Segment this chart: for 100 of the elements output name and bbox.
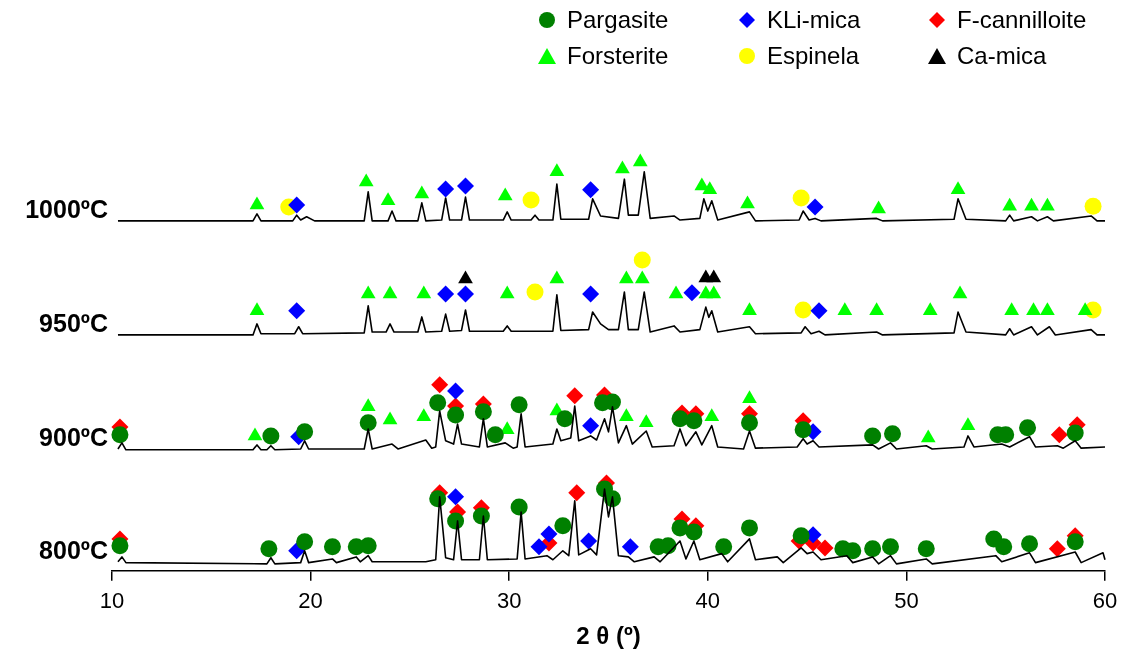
point	[1066, 424, 1084, 442]
point	[359, 537, 377, 555]
point	[323, 538, 341, 556]
series-label: 800ºC	[39, 535, 108, 564]
x-tick-label: 40	[695, 588, 721, 614]
point	[1077, 302, 1093, 316]
point	[742, 390, 757, 403]
point	[530, 538, 548, 556]
point	[864, 427, 882, 445]
point	[429, 394, 447, 412]
point	[794, 421, 812, 439]
point	[1019, 419, 1037, 437]
point	[458, 270, 473, 284]
x-tick-label: 60	[1092, 588, 1118, 614]
point	[447, 406, 465, 424]
point	[741, 414, 759, 432]
point	[416, 408, 432, 421]
legend-label: Pargasite	[567, 6, 669, 34]
point	[706, 285, 722, 299]
point	[457, 285, 475, 303]
point	[704, 408, 720, 421]
point	[522, 191, 540, 209]
point	[499, 285, 515, 299]
point	[1084, 197, 1102, 215]
point	[437, 180, 455, 198]
point	[702, 181, 718, 195]
point	[447, 488, 465, 506]
point	[706, 269, 722, 283]
point	[382, 285, 398, 299]
point	[568, 484, 586, 502]
point	[360, 398, 376, 412]
point	[685, 412, 703, 430]
point	[111, 426, 129, 444]
point	[621, 538, 639, 556]
point	[497, 187, 513, 201]
point	[249, 302, 265, 316]
point	[619, 270, 634, 284]
point	[950, 181, 966, 195]
point	[416, 285, 432, 299]
point	[474, 403, 492, 421]
series-label: 1000ºC	[25, 194, 108, 223]
point	[1021, 535, 1039, 553]
point	[922, 302, 938, 316]
point	[457, 177, 475, 195]
point	[360, 285, 376, 299]
point	[556, 410, 574, 428]
point	[549, 270, 565, 284]
point	[844, 542, 862, 560]
point	[715, 538, 733, 556]
legend-label: KLi-mica	[767, 6, 861, 34]
point	[671, 410, 689, 428]
legend-label: Forsterite	[567, 42, 669, 70]
point	[1002, 197, 1018, 211]
point	[632, 153, 648, 167]
point	[540, 525, 558, 543]
point	[864, 540, 882, 558]
point	[288, 302, 306, 320]
point	[960, 417, 976, 430]
point	[685, 523, 703, 541]
point	[431, 376, 449, 394]
point	[358, 173, 374, 187]
point	[638, 414, 654, 428]
point	[296, 533, 314, 551]
point	[1048, 540, 1066, 558]
point	[549, 163, 565, 177]
point	[414, 185, 430, 199]
point	[806, 198, 824, 216]
legend-label: F-cannilloite	[957, 6, 1087, 34]
point	[634, 270, 650, 284]
point	[582, 181, 600, 199]
point	[884, 425, 901, 443]
point	[740, 195, 755, 209]
point	[869, 302, 884, 316]
point	[566, 387, 584, 405]
legend-label: Ca-mica	[957, 42, 1047, 70]
point	[1026, 302, 1041, 316]
series-label: 900ºC	[39, 422, 108, 451]
point	[288, 196, 306, 214]
point	[111, 537, 129, 555]
x-tick-label: 50	[894, 588, 919, 614]
point	[486, 426, 504, 444]
point	[615, 160, 630, 174]
point	[580, 532, 598, 550]
x-tick-label: 20	[298, 588, 323, 614]
x-tick-label: 30	[496, 588, 522, 614]
point	[633, 251, 651, 269]
point	[582, 417, 600, 435]
point	[526, 283, 544, 301]
x-tick-label: 10	[99, 588, 125, 614]
point	[917, 540, 935, 558]
point	[1004, 302, 1020, 316]
point	[1066, 533, 1084, 551]
point	[296, 423, 314, 441]
point	[742, 302, 757, 316]
point	[837, 302, 853, 316]
x-axis-title: 2 θ (º)	[576, 622, 641, 650]
point	[792, 189, 810, 207]
point	[437, 285, 455, 303]
point	[810, 302, 828, 320]
point	[249, 196, 265, 210]
